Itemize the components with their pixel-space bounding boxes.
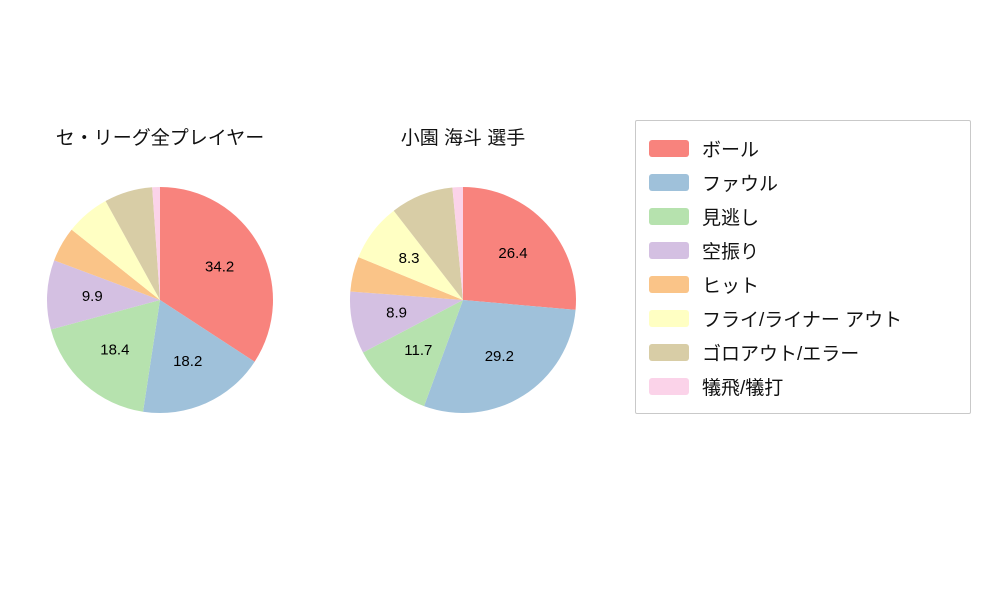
legend-item: 犠飛/犠打 <box>649 369 960 403</box>
pie-slice-value-3: 8.9 <box>386 305 407 322</box>
pie-slice-6 <box>393 187 463 300</box>
legend-item: ゴロアウト/エラー <box>649 335 960 369</box>
legend-label: ファウル <box>702 173 779 195</box>
pie-slice-4 <box>54 229 160 300</box>
legend-swatch <box>649 343 689 361</box>
legend-swatch <box>649 377 689 395</box>
legend-swatch <box>649 241 689 259</box>
pie-slice-3 <box>349 291 463 353</box>
legend-swatch <box>649 275 689 293</box>
legend-item: ファウル <box>649 165 960 199</box>
pie-slice-7 <box>452 187 463 300</box>
legend-label: ボール <box>702 139 760 161</box>
legend-swatch <box>649 139 689 157</box>
pie-slice-3 <box>46 260 160 330</box>
legend-label: 見逃し <box>702 207 760 229</box>
pie-slice-0 <box>463 187 576 310</box>
pie-slice-0 <box>160 187 273 362</box>
pie-slice-value-1: 18.2 <box>173 353 202 370</box>
pie-slice-value-1: 29.2 <box>485 348 514 365</box>
pie-slice-value-0: 26.4 <box>498 245 527 262</box>
legend-label: ヒット <box>702 275 760 297</box>
legend-label: 空振り <box>702 241 760 263</box>
pie-slice-value-2: 11.7 <box>404 342 432 359</box>
legend-label: 犠飛/犠打 <box>702 377 784 399</box>
legend-item: フライ/ライナー アウト <box>649 301 960 335</box>
chart-title-league: セ・リーグ全プレイヤー <box>55 128 265 149</box>
legend-swatch <box>649 173 689 191</box>
pie-slice-1 <box>143 300 255 414</box>
pie-slice-value-0: 34.2 <box>205 259 234 276</box>
pie-chart-player: 26.4 29.2 11.7 8.9 8.3 <box>349 187 576 414</box>
pie-slice-4 <box>350 257 463 300</box>
pie-slice-7 <box>152 187 160 300</box>
legend-label: ゴロアウト/エラー <box>702 343 860 365</box>
pie-slice-value-5: 8.3 <box>399 250 420 267</box>
legend: ボールファウル見逃し空振りヒットフライ/ライナー アウト ゴロアウト/エラー 犠飛/… <box>635 120 971 414</box>
pie-slice-5 <box>71 200 160 300</box>
pie-slice-value-3: 9.9 <box>82 288 103 305</box>
legend-item: 空振り <box>649 233 960 267</box>
chart-title-player: 小園 海斗 選手 <box>400 128 526 149</box>
pie-slice-6 <box>105 187 160 300</box>
legend-swatch <box>649 207 689 225</box>
legend-label: フライ/ライナー アウト <box>702 309 903 331</box>
legend-item: 見逃し <box>649 199 960 233</box>
legend-item: ボール <box>649 131 960 165</box>
pie-slice-2 <box>362 300 463 407</box>
legend-swatch <box>649 309 689 327</box>
pie-chart-league: 34.2 18.2 18.4 9.9 <box>46 187 273 414</box>
legend-item: ヒット <box>649 267 960 301</box>
pie-slice-2 <box>50 300 160 412</box>
pie-slice-5 <box>358 210 463 300</box>
pie-slice-1 <box>424 300 576 414</box>
pie-slice-value-2: 18.4 <box>100 342 129 359</box>
